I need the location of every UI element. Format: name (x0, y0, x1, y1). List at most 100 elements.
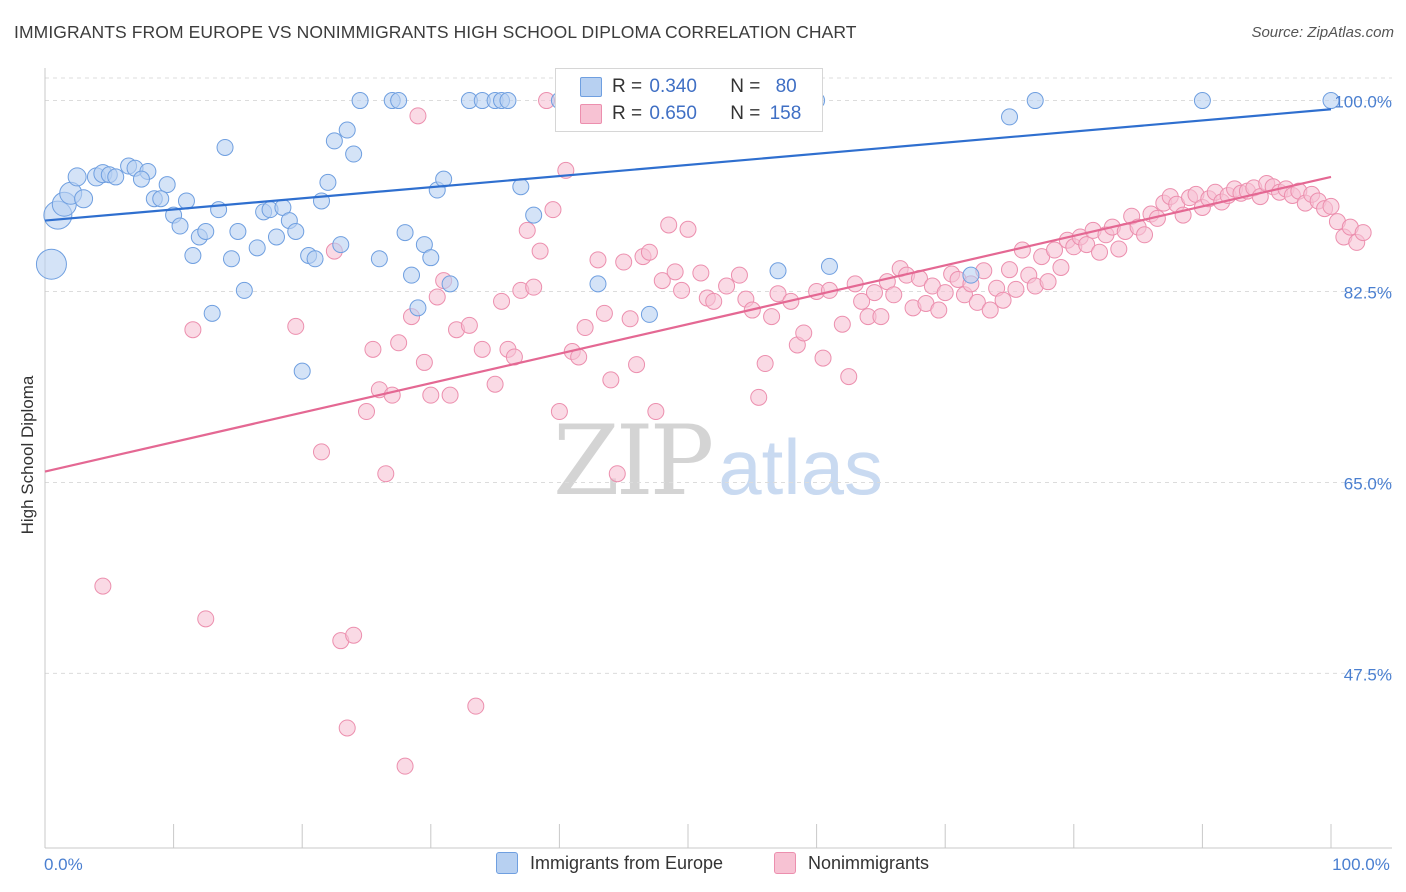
r-label: R = (612, 76, 643, 97)
data-point (107, 168, 125, 186)
data-point (473, 340, 491, 358)
data-point (885, 286, 903, 304)
n-label: N = (730, 76, 761, 97)
data-point (589, 251, 607, 269)
data-point (576, 319, 594, 337)
data-point (67, 167, 87, 187)
stats-text-blue: R = 0.340 N = 80 (612, 76, 797, 98)
n-value-pink: 158 (769, 103, 802, 124)
data-point (1193, 92, 1211, 110)
data-point (1078, 236, 1096, 254)
data-point (428, 288, 446, 306)
data-point (287, 222, 305, 240)
data-point (525, 206, 543, 224)
data-point (1091, 243, 1109, 261)
data-point (628, 356, 646, 374)
data-point (608, 465, 626, 483)
data-point (235, 281, 253, 299)
data-point (660, 216, 678, 234)
data-point (968, 293, 986, 311)
trend-line-immigrants (44, 108, 1332, 222)
tick-labels: 100.0% 82.5% 65.0% 47.5% 0.0% 100.0% (44, 93, 1392, 874)
data-point (499, 92, 517, 110)
legend-swatch-pink-icon (774, 852, 796, 874)
data-point (396, 757, 414, 775)
legend-item-immigrants[interactable]: Immigrants from Europe (496, 852, 723, 874)
data-point (422, 386, 440, 404)
blue-swatch-icon (580, 77, 602, 97)
data-point (666, 263, 684, 281)
axes (44, 68, 1392, 849)
data-point (152, 190, 170, 208)
data-point (306, 250, 324, 268)
stats-text-pink: R = 0.650 N = 158 (612, 103, 801, 125)
data-point (345, 626, 363, 644)
data-point (820, 257, 838, 275)
data-point (74, 189, 94, 209)
data-point (197, 222, 215, 240)
data-point (512, 178, 530, 196)
data-point (981, 301, 999, 319)
data-point (390, 334, 408, 352)
data-point (203, 304, 221, 322)
data-point (267, 228, 285, 246)
data-point (692, 264, 710, 282)
data-point (184, 246, 202, 264)
data-point (1136, 226, 1154, 244)
r-label: R = (612, 103, 643, 124)
data-point (493, 292, 511, 310)
data-point (319, 173, 337, 191)
data-point (550, 403, 568, 421)
legend-swatch-blue-icon (496, 852, 518, 874)
data-point (216, 138, 234, 156)
data-point (338, 121, 356, 139)
watermark: ZIP atlas (553, 405, 883, 517)
data-point (1322, 92, 1340, 110)
legend-item-nonimmigrants[interactable]: Nonimmigrants (774, 852, 929, 874)
series-immigrants-from-europe (35, 92, 1340, 380)
data-point (390, 92, 408, 110)
trend-line-nonimmigrants (44, 175, 1332, 473)
data-point (640, 305, 658, 323)
series-nonimmigrants (94, 92, 1372, 775)
data-point (293, 362, 311, 380)
data-point (833, 315, 851, 333)
data-point (872, 308, 890, 326)
y-tick-label: 100.0% (1334, 93, 1392, 112)
data-point (730, 266, 748, 284)
r-value-blue: 0.340 (649, 76, 697, 97)
x-tick-label: 100.0% (1332, 855, 1390, 874)
r-value-pink: 0.650 (649, 103, 697, 124)
data-point (403, 266, 421, 284)
data-point (441, 386, 459, 404)
data-point (679, 220, 697, 238)
data-point (1001, 108, 1018, 126)
data-point (769, 262, 787, 280)
data-point (640, 243, 658, 261)
chart-title: IMMIGRANTS FROM EUROPE VS NONIMMIGRANTS … (14, 22, 857, 42)
n-label: N = (730, 103, 761, 124)
data-point (1354, 224, 1372, 242)
data-point (853, 292, 871, 310)
data-point (94, 577, 112, 595)
data-point (312, 443, 330, 461)
data-point (763, 308, 781, 326)
data-point (1322, 197, 1340, 215)
data-point (750, 388, 768, 406)
data-point (222, 250, 240, 268)
data-point (602, 371, 620, 389)
data-point (621, 310, 639, 328)
data-point (415, 353, 433, 371)
data-point (248, 239, 266, 257)
data-point (1026, 92, 1044, 110)
data-point (332, 236, 350, 254)
data-point (673, 281, 691, 299)
data-point (377, 465, 395, 483)
data-point (795, 324, 813, 342)
data-point (409, 107, 427, 125)
data-point (1007, 280, 1025, 298)
data-point (364, 340, 382, 358)
watermark-atlas: atlas (718, 423, 883, 511)
data-point (1110, 240, 1128, 258)
